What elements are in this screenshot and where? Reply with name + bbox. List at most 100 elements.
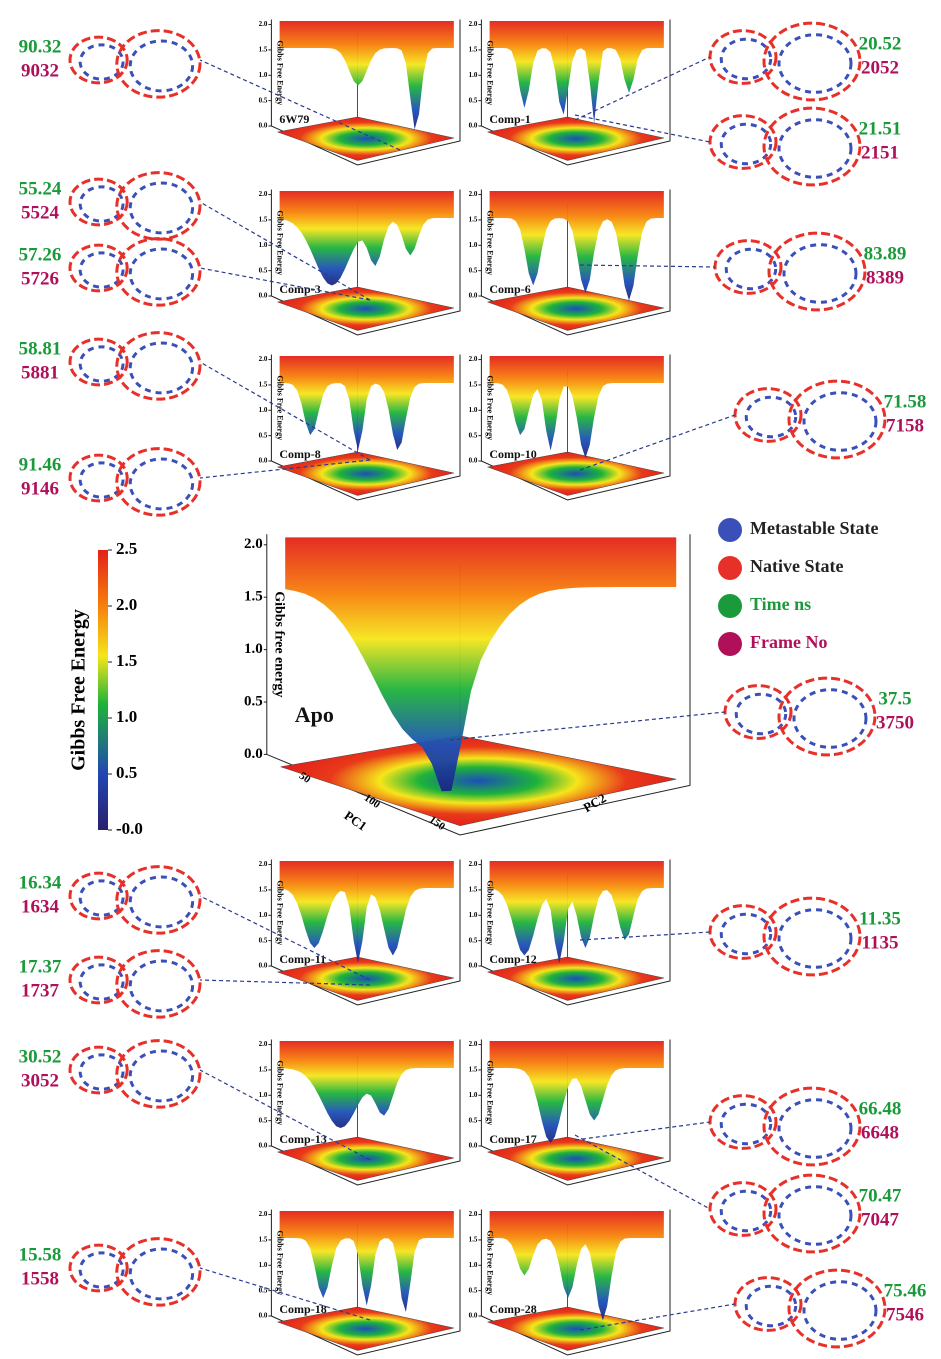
frame-no: 5881	[21, 362, 59, 383]
protein-domain	[78, 185, 125, 223]
z-tick-label: 2.0	[469, 860, 478, 868]
protein-domain	[744, 395, 798, 439]
protein-domain	[802, 391, 878, 452]
protein-domain	[68, 35, 129, 85]
z-tick-label: 1.5	[244, 589, 263, 605]
protein-domain	[777, 908, 853, 969]
z-tick-label: 2.0	[259, 860, 268, 868]
z-tick-label: 0.5	[469, 1286, 478, 1294]
z-tick-label: 1.5	[259, 1236, 268, 1244]
time-ns: 17.37	[19, 956, 62, 977]
colorbar-tick-label: 2.0	[116, 595, 137, 614]
time-ns: 57.26	[19, 244, 62, 265]
protein-structure	[733, 379, 887, 460]
time-ns: 20.52	[859, 33, 902, 54]
protein-domain	[744, 1284, 798, 1328]
z-tick-label: 2.0	[469, 20, 478, 28]
z-tick-label: 1.0	[259, 241, 268, 249]
protein-domain	[128, 875, 195, 929]
frame-no: 2151	[861, 142, 899, 163]
z-axis-label: Gibbs Free Energy	[486, 1230, 495, 1295]
arrow	[449, 711, 726, 741]
panel-name: Comp-17	[489, 1132, 536, 1146]
legend-label: Time ns	[750, 594, 811, 614]
legend-label: Native State	[750, 556, 843, 576]
fel-surface	[285, 537, 677, 792]
z-tick-label: 1.0	[259, 406, 268, 414]
colorbar-label: Gibbs Free Energy	[68, 609, 90, 771]
panel-frame	[480, 189, 671, 336]
protein-domain	[762, 1086, 862, 1167]
fel-surface	[279, 1041, 454, 1128]
protein-domain	[719, 37, 773, 81]
protein-domain	[68, 871, 129, 921]
colorbar-tick-label: 1.5	[116, 651, 137, 670]
z-axis-label: Gibbs Free Energy	[276, 210, 285, 275]
protein-domain	[782, 243, 858, 304]
z-tick-label: 2.0	[259, 190, 268, 198]
protein-domain	[777, 1098, 853, 1159]
z-tick-label: 1.5	[469, 1066, 478, 1074]
colorbar-tick-label: 1.0	[116, 707, 137, 726]
z-axis-label: Gibbs Free Energy	[276, 1060, 285, 1125]
frame-no: 1558	[21, 1268, 59, 1289]
protein-structure	[68, 865, 202, 935]
protein-domain	[762, 896, 862, 977]
protein-domain	[767, 231, 867, 312]
frame-no: 7158	[886, 415, 924, 436]
fel-floor	[486, 1306, 664, 1351]
protein-domain	[78, 1053, 125, 1091]
z-tick-label: 1.0	[469, 241, 478, 249]
arrow	[199, 459, 371, 479]
z-tick-label: 0.5	[469, 936, 478, 944]
fel-surface	[279, 1211, 454, 1312]
time-ns: 55.24	[19, 178, 62, 199]
z-tick-label: 0.0	[469, 457, 478, 465]
fel-surface	[489, 356, 664, 458]
fel-floor	[276, 116, 454, 161]
z-tick-label: 1.0	[469, 911, 478, 919]
fel-surface	[279, 356, 454, 451]
fel-panel: 0.0 0.5 1.0 1.5 2.0 Gibbs Free Energy Comp-17	[469, 1039, 671, 1186]
arrow	[579, 264, 716, 268]
z-tick-label: 0.5	[469, 96, 478, 104]
panel-name: Comp-28	[489, 1302, 536, 1316]
protein-domain	[115, 1039, 202, 1109]
protein-structure	[68, 331, 202, 401]
protein-domain	[78, 879, 125, 917]
protein-domain	[68, 1045, 129, 1095]
fel-floor	[280, 735, 677, 826]
fel-panel: 0.0 0.5 1.0 1.5 2.0 Gibbs Free Energy Comp-1	[469, 19, 671, 166]
protein-structure	[68, 171, 202, 241]
fel-floor	[276, 286, 454, 331]
fel-surface	[489, 861, 664, 964]
fel-floor	[486, 956, 664, 1001]
z-tick-label: 0.0	[469, 122, 478, 130]
frame-no: 3052	[21, 1070, 59, 1091]
z-tick-label: 1.0	[469, 1261, 478, 1269]
z-tick-label: 0.5	[259, 1116, 268, 1124]
fel-floor	[276, 1306, 454, 1351]
z-tick-label: 0.0	[259, 1312, 268, 1320]
z-axis-label: Gibbs free energy	[272, 591, 287, 697]
colorbar-tick-label: 2.5	[116, 539, 137, 558]
protein-structure	[68, 447, 202, 517]
z-tick-label: 1.5	[259, 886, 268, 894]
arrow	[574, 1134, 711, 1210]
protein-domain	[777, 33, 853, 94]
protein-domain	[719, 122, 773, 166]
panel-frame	[270, 1039, 461, 1186]
fel-panel: 0.0 0.5 1.0 1.5 2.0 Gibbs Free Energy Comp-11	[259, 859, 461, 1006]
protein-domain	[68, 453, 129, 503]
protein-domain	[68, 955, 129, 1005]
z-tick-label: 1.0	[259, 911, 268, 919]
time-ns: 30.52	[19, 1046, 62, 1067]
fel-floor	[486, 116, 664, 161]
z-axis-label: Gibbs Free Energy	[486, 1060, 495, 1125]
z-tick-label: 0.0	[259, 457, 268, 465]
arrow	[199, 267, 371, 301]
protein-domain	[78, 963, 125, 1001]
fel-floor	[486, 286, 664, 331]
panel-name: Comp-13	[279, 1132, 326, 1146]
